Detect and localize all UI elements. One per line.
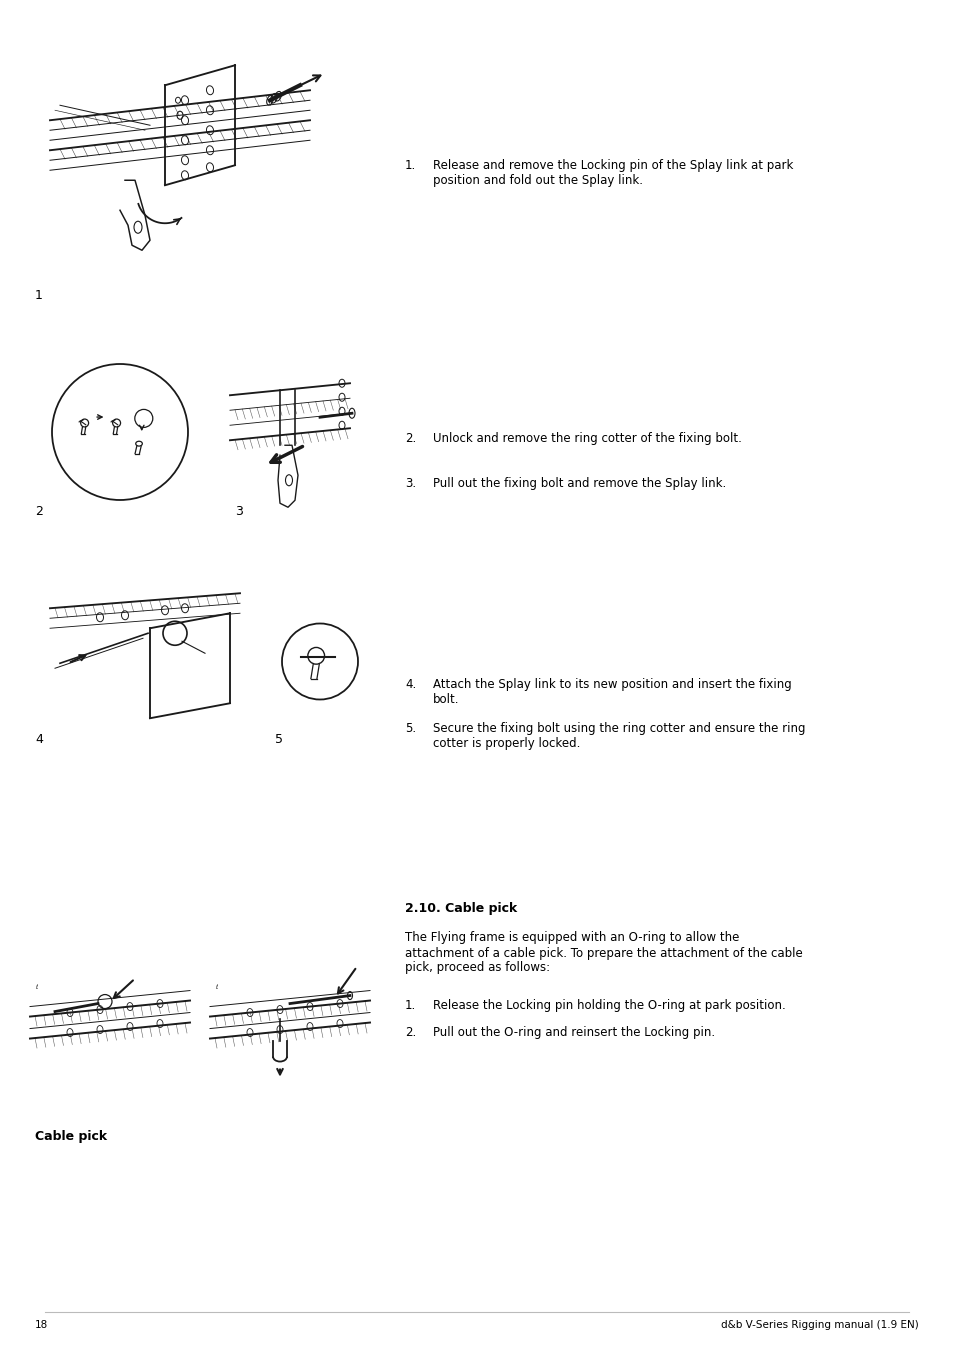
Text: Release the Locking pin holding the O-ring at park position.: Release the Locking pin holding the O-ri… <box>433 999 785 1012</box>
Text: d&b V-Series Rigging manual (1.9 EN): d&b V-Series Rigging manual (1.9 EN) <box>720 1320 918 1330</box>
Text: $^{\ell}$: $^{\ell}$ <box>35 984 39 994</box>
Text: 2.: 2. <box>405 432 416 446</box>
Text: Secure the fixing bolt using the ring cotter and ensure the ring
cotter is prope: Secure the fixing bolt using the ring co… <box>433 722 804 751</box>
Text: 5: 5 <box>274 733 283 747</box>
Text: Pull out the O-ring and reinsert the Locking pin.: Pull out the O-ring and reinsert the Loc… <box>433 1026 715 1040</box>
Text: 5.: 5. <box>405 722 416 736</box>
Text: 2.: 2. <box>405 1026 416 1040</box>
Text: 4: 4 <box>35 733 43 747</box>
Text: 1.: 1. <box>405 159 416 173</box>
Text: The Flying frame is equipped with an O-ring to allow the
attachment of a cable p: The Flying frame is equipped with an O-r… <box>405 931 801 975</box>
Text: 18: 18 <box>35 1320 49 1330</box>
Text: 3: 3 <box>234 505 243 518</box>
Text: Unlock and remove the ring cotter of the fixing bolt.: Unlock and remove the ring cotter of the… <box>433 432 741 446</box>
Text: 3.: 3. <box>405 477 416 490</box>
Text: Cable pick: Cable pick <box>35 1130 107 1143</box>
Text: Release and remove the Locking pin of the Splay link at park
position and fold o: Release and remove the Locking pin of th… <box>433 159 793 188</box>
Text: $^{\ell}$: $^{\ell}$ <box>214 984 219 994</box>
Text: Pull out the fixing bolt and remove the Splay link.: Pull out the fixing bolt and remove the … <box>433 477 725 490</box>
Text: 2.10. Cable pick: 2.10. Cable pick <box>405 902 517 915</box>
Text: 1: 1 <box>35 289 43 302</box>
Text: 2: 2 <box>35 505 43 518</box>
Text: Attach the Splay link to its new position and insert the fixing
bolt.: Attach the Splay link to its new positio… <box>433 678 791 706</box>
Text: 1.: 1. <box>405 999 416 1012</box>
Text: 4.: 4. <box>405 678 416 691</box>
